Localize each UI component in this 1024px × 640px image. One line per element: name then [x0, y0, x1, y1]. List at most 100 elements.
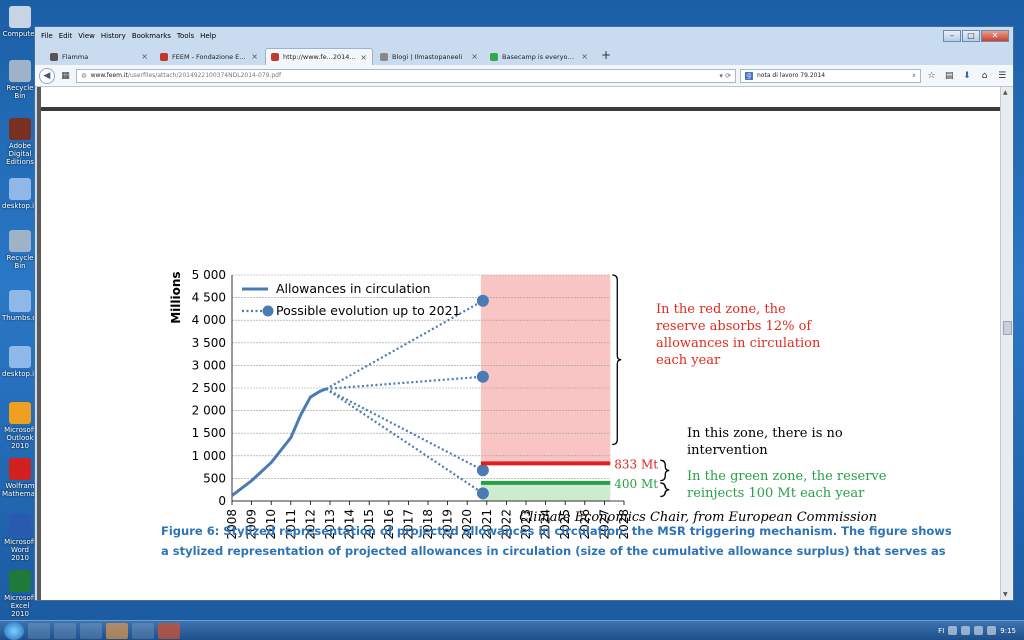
- allowances-line: [231, 387, 327, 497]
- start-button[interactable]: [4, 621, 24, 640]
- desktop-icon[interactable]: Thumbs.db: [2, 290, 41, 322]
- back-arrow-icon[interactable]: ◀: [39, 67, 55, 84]
- browser-tab[interactable]: http://www.fe...2014-079.pdf ×: [265, 48, 373, 65]
- tray-network-icon[interactable]: [948, 626, 958, 635]
- scroll-down-icon[interactable]: ▼: [1003, 591, 1008, 598]
- no-intervention-annotation: In this zone, there is no: [687, 426, 843, 441]
- menu-item-tools[interactable]: Tools: [176, 32, 195, 40]
- x-tick-label: 2016: [382, 509, 396, 540]
- menu-item-file[interactable]: File: [41, 32, 53, 40]
- menu-item-history[interactable]: History: [100, 32, 126, 40]
- taskbar-folder-icon[interactable]: [54, 622, 76, 639]
- projection-endpoint: [476, 464, 489, 477]
- clock[interactable]: 9:15: [1000, 626, 1016, 635]
- y-tick-label: 2 000: [192, 404, 226, 418]
- menu-item-bookmarks[interactable]: Bookmarks: [131, 32, 171, 40]
- tab-title: Basecamp is everyone's fav...: [502, 52, 578, 61]
- search-bar[interactable]: g nota di lavoro 79.2014 ⌕: [740, 68, 921, 83]
- red-zone-annotation: allowances in circulation: [656, 336, 821, 351]
- desktop-app-icon: [9, 178, 31, 200]
- taskbar: FI 9:15: [0, 620, 1024, 640]
- browser-tab[interactable]: Basecamp is everyone's fav...×: [485, 48, 593, 65]
- window-controls: – □ ✕: [943, 30, 1009, 42]
- reload-icon[interactable]: ▾ ⟳: [719, 71, 731, 80]
- taskbar-outlook-icon[interactable]: [132, 622, 154, 639]
- menu-item-edit[interactable]: Edit: [58, 32, 73, 40]
- y-tick-label: 3 500: [192, 336, 226, 350]
- green-zone-brace: [660, 482, 670, 498]
- browser-window: File Edit View History Bookmarks Tools Help – …: [34, 26, 1014, 601]
- projection-line: [325, 375, 483, 391]
- search-input[interactable]: nota di lavoro 79.2014: [757, 72, 826, 79]
- menu-item-help[interactable]: Help: [200, 32, 217, 40]
- tab-close-icon[interactable]: ×: [471, 52, 478, 61]
- desktop-icon-label: Computer: [2, 30, 38, 38]
- desktop-icon[interactable]: Microsoft Outlook 2010: [2, 402, 38, 450]
- download-icon[interactable]: ⬇: [963, 70, 971, 81]
- projection-endpoint: [476, 294, 489, 307]
- tab-title: http://www.fe...2014-079.pdf: [283, 53, 356, 61]
- taskbar-powerpoint-icon[interactable]: [158, 622, 180, 639]
- search-icon[interactable]: ⌕: [912, 71, 916, 79]
- browser-tab[interactable]: Flamma ×: [45, 48, 153, 65]
- desktop-icon-label: Microsoft Outlook 2010: [4, 426, 36, 450]
- x-tick-label: 2020: [460, 509, 474, 540]
- menu-item-view[interactable]: View: [78, 32, 95, 40]
- green-zone-annotation: In the green zone, the reserve: [687, 469, 887, 484]
- y-axis-label: Millions: [169, 271, 183, 323]
- y-tick-label: 500: [203, 471, 226, 485]
- new-tab-button[interactable]: +: [601, 48, 612, 62]
- scrollbar-thumb[interactable]: [1003, 321, 1012, 335]
- close-button[interactable]: ✕: [981, 30, 1009, 42]
- desktop-app-icon: [9, 6, 31, 28]
- figure-caption-line-2: a stylized representation of projected a…: [161, 544, 946, 558]
- star-icon[interactable]: ☆: [927, 70, 936, 81]
- desktop-icon[interactable]: desktop.ini: [2, 178, 40, 210]
- pdf-page: 0 500 1 000 1 500 2 000 2 500 3 000 3 500 4 000 4…: [41, 87, 1000, 600]
- tray-volume-icon[interactable]: [961, 626, 971, 635]
- clipboard-icon[interactable]: ▤: [944, 70, 954, 81]
- taskbar-firefox-icon[interactable]: [106, 622, 128, 639]
- scroll-up-icon[interactable]: ▲: [1003, 89, 1008, 96]
- google-icon: g: [745, 71, 753, 80]
- red-zone: [480, 275, 611, 464]
- tray-flag-icon[interactable]: [974, 626, 984, 635]
- tab-title: Flamma: [62, 52, 89, 61]
- desktop-icon[interactable]: Microsoft Word 2010: [2, 514, 38, 562]
- y-tick-label: 0: [218, 494, 226, 508]
- desktop-icon-label: Microsoft Excel 2010: [4, 594, 36, 618]
- favicon-icon: [160, 52, 168, 61]
- desktop-icon[interactable]: Recycle Bin: [2, 230, 38, 270]
- desktop-app-icon: [9, 458, 31, 480]
- tab-close-icon[interactable]: ×: [360, 52, 367, 62]
- desktop-icon[interactable]: desktop.ini: [2, 346, 40, 378]
- desktop-icon[interactable]: Computer: [2, 6, 38, 38]
- tab-close-icon[interactable]: ×: [581, 52, 588, 61]
- minimize-button[interactable]: –: [943, 30, 961, 42]
- vertical-scrollbar[interactable]: ▲ ▼: [1000, 87, 1013, 600]
- tray-battery-icon[interactable]: [987, 626, 997, 635]
- maximize-button[interactable]: □: [962, 30, 980, 42]
- desktop-icon[interactable]: Adobe Digital Editions: [2, 118, 38, 166]
- browser-tab[interactable]: Blogi | Ilmastopaneeli ×: [375, 48, 483, 65]
- projection-endpoint: [476, 370, 489, 383]
- desktop-icon[interactable]: Microsoft Excel 2010: [2, 570, 38, 618]
- browser-tab[interactable]: FEEM - Fondazione Eni Enri... ×: [155, 48, 263, 65]
- tab-close-icon[interactable]: ×: [251, 52, 258, 61]
- menu-icon[interactable]: ☰: [998, 70, 1007, 81]
- home-icon[interactable]: ⌂: [981, 70, 988, 81]
- url-host: www.feem.it: [90, 72, 128, 79]
- taskbar-media-icon[interactable]: [80, 622, 102, 639]
- green-zone-annotation: reinjects 100 Mt each year: [687, 486, 865, 501]
- desktop-icon-label: Wolfram Mathematica: [2, 482, 48, 498]
- desktop-icon[interactable]: Recycle Bin: [2, 60, 38, 100]
- url-bar[interactable]: ◍ www.feem.it/userfiles/attach/201492210…: [76, 68, 736, 83]
- desktop-app-icon: [9, 514, 31, 536]
- language-indicator[interactable]: FI: [938, 626, 945, 635]
- taskbar-ie-icon[interactable]: [28, 622, 50, 639]
- desktop-icon[interactable]: Wolfram Mathematica: [2, 458, 48, 498]
- desktop-app-icon: [9, 290, 31, 312]
- tab-close-icon[interactable]: ×: [141, 52, 148, 61]
- desktop-icon-label: Recycle Bin: [6, 84, 34, 100]
- y-tick-label: 3 000: [192, 358, 226, 372]
